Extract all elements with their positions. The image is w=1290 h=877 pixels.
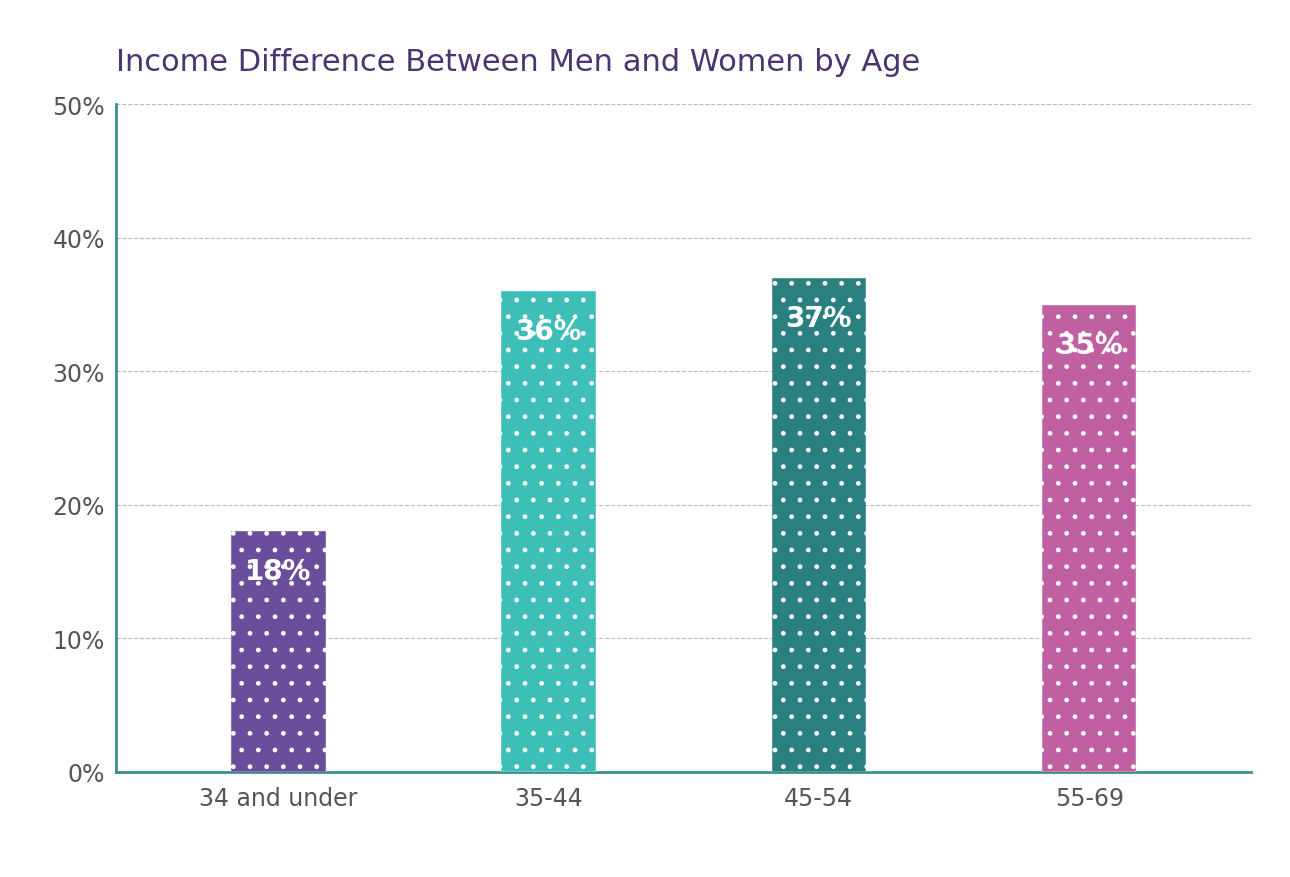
Text: Income Difference Between Men and Women by Age: Income Difference Between Men and Women … xyxy=(116,47,920,76)
Text: 36%: 36% xyxy=(515,317,582,346)
Bar xyxy=(771,279,866,772)
Text: 37%: 37% xyxy=(786,304,853,332)
Bar xyxy=(1042,305,1136,772)
Bar xyxy=(502,292,596,772)
Text: 18%: 18% xyxy=(245,558,311,586)
Text: 35%: 35% xyxy=(1055,332,1122,360)
Bar xyxy=(231,531,325,772)
